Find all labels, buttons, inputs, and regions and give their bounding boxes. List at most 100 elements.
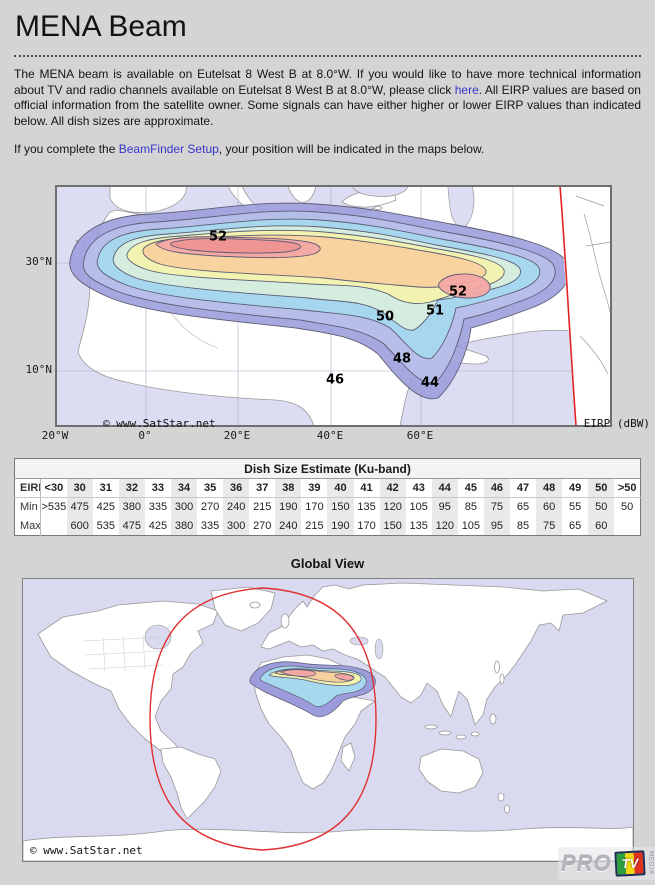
table-cell: 240 [223,497,250,517]
table-cell: 42 [379,478,406,498]
beamfinder-text-2: , your position will be indicated in the… [218,142,485,156]
table-cell: 150 [327,497,354,517]
table-cell: 47 [509,478,537,498]
intro-text-1: The MENA beam is available on Eutelsat 8… [14,67,641,97]
table-cell: 215 [253,501,272,514]
eirp-contour-label: 50 [375,309,395,325]
table-cell: 49 [562,478,589,498]
table-cell: 50 [621,501,634,514]
table-cell: 31 [92,478,119,498]
eirp-contour-label: 44 [420,375,440,391]
table-cell: 65 [516,501,530,514]
table-cell: 43 [405,478,432,498]
lon-axis-label: 20°E [223,429,251,442]
table-cell: 30 [66,478,93,498]
table-cell: 46 [483,478,510,498]
table-cell: 215 [305,519,324,532]
table-cell: 190 [275,497,302,517]
table-cell: 40 [327,478,354,498]
table-cell: 50 [588,478,615,498]
table-cell: 65 [569,519,582,532]
table-cell: 150 [379,516,406,536]
title-divider [14,55,641,57]
table-cell: 535 [96,519,115,532]
table-cell: 300 [170,497,198,517]
table-cell: 95 [483,516,510,536]
here-link[interactable]: here [454,82,479,97]
table-cell: 39 [301,478,328,498]
table-cell: 41 [353,478,380,498]
table-cell: 380 [170,516,198,536]
protv-logo-tv-text: TV [620,855,639,872]
global-view-map: © www.SatStar.net [22,578,634,862]
table-cell: 240 [275,516,302,536]
global-visibility-outline [149,587,377,851]
lon-axis-label: 20°W [41,429,69,442]
table-cell: 475 [66,497,93,517]
table-cell [41,517,67,536]
lon-axis-label: 60°E [406,429,434,442]
visibility-limit-line [559,186,577,426]
beamfinder-setup-link[interactable]: BeamFinder Setup [118,142,219,156]
table-cell: 37 [249,478,276,498]
table-cell: 170 [305,501,324,514]
table-cell: 300 [223,516,250,536]
protv-logo-pro-text: PRO [561,850,612,876]
table-cell: 55 [569,501,582,514]
beamfinder-paragraph: If you complete the BeamFinder Setup, yo… [14,142,641,158]
protv-logo-side-text: MEDIA [647,851,654,876]
table-cell: 38 [275,478,302,498]
table-cell: >535 [41,501,67,514]
table-cell: 120 [431,516,458,536]
table-cell: 105 [461,519,481,532]
eirp-contour-label: 46 [325,372,345,388]
table-cell: 135 [357,501,376,514]
table-cell: 60 [588,516,615,536]
eirp-contour-label: 52 [448,284,468,300]
table-cell: 75 [536,516,563,536]
table-cell: 135 [409,519,428,532]
table-cell: 105 [409,501,428,514]
table-cell: 170 [357,519,376,532]
beam-map-plot: © www.SatStar.net EIRP (dBW) [55,185,650,430]
table-cell: 95 [431,497,458,517]
lat-axis-label: 30°N [25,255,53,268]
global-map-image [23,579,633,861]
beamfinder-text-1: If you complete the [14,142,119,156]
table-cell: 50 [588,497,615,517]
table-cell: 380 [118,497,145,517]
table-cell: 190 [327,516,354,536]
table-cell: 75 [483,497,510,517]
table-cell: 85 [516,519,530,532]
dish-table-title: Dish Size Estimate (Ku-band) [14,458,641,479]
table-cell: 48 [536,478,563,498]
protv-logo: PRO TV MEDIA [558,847,655,880]
table-cell: 60 [536,497,563,517]
table-row-label: Min (cm) [14,497,42,517]
table-cell: 32 [118,478,145,498]
dish-size-table: Dish Size Estimate (Ku-band) EIRP (dBW)<… [14,458,641,536]
table-cell: 34 [170,478,198,498]
mena-beam-map: © www.SatStar.net EIRP (dBW) 30°N 10°N 20°… [14,176,650,446]
eirp-contour-label: 51 [425,303,445,319]
eirp-contour-label: 52 [208,229,228,245]
table-cell: 425 [148,519,168,532]
table-cell: 85 [464,501,477,514]
table-cell: 120 [379,497,406,517]
beam-map-eirp-units: EIRP (dBW) [583,417,650,430]
table-cell: 45 [457,478,484,498]
table-cell: 44 [431,478,458,498]
table-cell [614,517,640,536]
table-cell: 36 [223,478,250,498]
lon-axis-label: 40°E [316,429,344,442]
table-row-label: Max (cm) [14,516,42,536]
global-map-copyright: © www.SatStar.net [30,844,143,857]
table-cell: <30 [40,478,67,498]
intro-paragraph: The MENA beam is available on Eutelsat 8… [14,67,641,129]
table-cell: 425 [96,501,115,514]
table-cell: 335 [148,501,168,514]
table-cell: >50 [614,478,641,498]
page-title: MENA Beam [15,10,187,43]
intro-text-2: . All EIRP values are based on official … [14,82,641,128]
